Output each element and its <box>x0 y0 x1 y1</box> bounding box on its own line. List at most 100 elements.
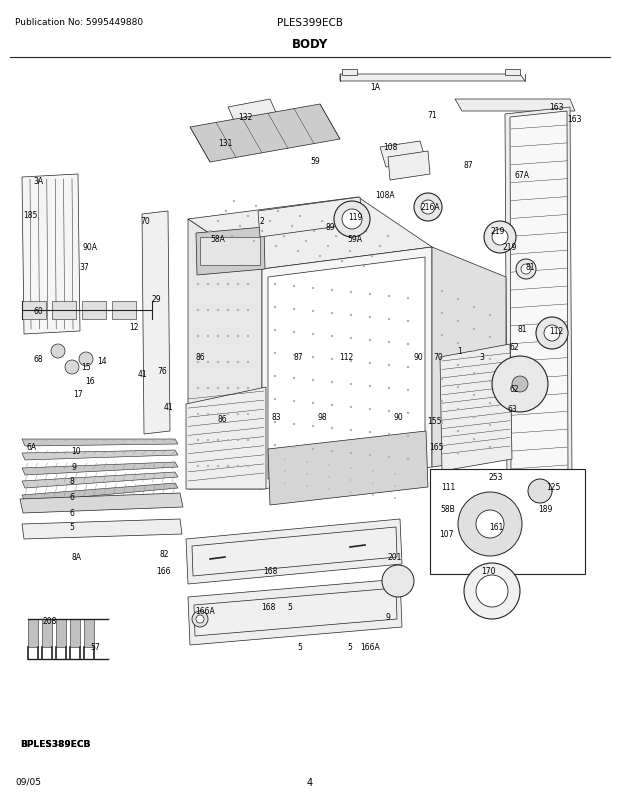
Polygon shape <box>268 257 425 480</box>
Circle shape <box>382 565 414 597</box>
Circle shape <box>274 283 276 286</box>
Circle shape <box>350 468 352 469</box>
Circle shape <box>331 404 333 407</box>
Circle shape <box>274 352 276 354</box>
Text: 41: 41 <box>137 370 147 379</box>
Circle shape <box>457 430 459 432</box>
Text: 108A: 108A <box>375 190 395 199</box>
Circle shape <box>457 364 459 367</box>
Text: 2: 2 <box>260 217 264 226</box>
Circle shape <box>356 241 359 243</box>
Text: 68: 68 <box>33 355 43 364</box>
Polygon shape <box>388 152 430 180</box>
Circle shape <box>274 330 276 332</box>
Polygon shape <box>194 588 397 636</box>
Text: 170: 170 <box>480 567 495 576</box>
Text: 6A: 6A <box>27 443 37 452</box>
Text: 86: 86 <box>217 415 227 424</box>
Text: PLES399ECB: PLES399ECB <box>277 18 343 28</box>
Text: 83: 83 <box>271 413 281 422</box>
Circle shape <box>341 261 343 263</box>
Circle shape <box>414 194 442 221</box>
Circle shape <box>350 429 352 431</box>
Polygon shape <box>505 107 572 488</box>
Circle shape <box>247 310 249 312</box>
Text: 89: 89 <box>325 223 335 233</box>
Text: 8A: 8A <box>71 553 81 561</box>
Text: 185: 185 <box>23 210 37 219</box>
Circle shape <box>371 256 373 258</box>
Circle shape <box>369 431 371 434</box>
Circle shape <box>283 236 285 238</box>
Circle shape <box>227 465 229 468</box>
Circle shape <box>227 362 229 364</box>
Circle shape <box>369 385 371 387</box>
Polygon shape <box>22 484 178 502</box>
Circle shape <box>232 200 235 203</box>
Circle shape <box>512 376 528 392</box>
Circle shape <box>489 380 491 383</box>
Text: 163: 163 <box>549 103 563 112</box>
Circle shape <box>350 492 352 493</box>
Text: 15: 15 <box>81 363 91 372</box>
Text: 70: 70 <box>140 217 150 226</box>
Text: 4: 4 <box>307 777 313 787</box>
Circle shape <box>516 260 536 280</box>
Polygon shape <box>258 198 362 237</box>
Circle shape <box>350 452 352 455</box>
Circle shape <box>197 362 199 364</box>
Text: 37: 37 <box>79 263 89 272</box>
Text: 9: 9 <box>71 463 76 472</box>
Circle shape <box>321 221 323 223</box>
Circle shape <box>207 310 209 312</box>
Circle shape <box>457 321 459 322</box>
Text: 58A: 58A <box>211 235 226 244</box>
Circle shape <box>237 387 239 390</box>
Circle shape <box>227 335 229 338</box>
Circle shape <box>274 444 276 447</box>
Bar <box>342 70 357 76</box>
Text: 62: 62 <box>509 343 519 352</box>
Circle shape <box>328 488 330 490</box>
Circle shape <box>441 334 443 337</box>
Text: 59A: 59A <box>347 235 363 244</box>
Circle shape <box>247 413 249 415</box>
Polygon shape <box>192 528 397 577</box>
Circle shape <box>237 310 239 312</box>
Circle shape <box>528 480 552 504</box>
Circle shape <box>312 356 314 358</box>
Circle shape <box>489 403 491 405</box>
Polygon shape <box>70 619 80 647</box>
Circle shape <box>284 459 286 460</box>
Circle shape <box>197 465 199 468</box>
Circle shape <box>441 313 443 315</box>
Circle shape <box>387 236 389 238</box>
Text: 3A: 3A <box>33 177 43 186</box>
Circle shape <box>328 464 330 467</box>
Text: 14: 14 <box>97 357 107 366</box>
Text: 5: 5 <box>69 523 74 532</box>
Polygon shape <box>22 175 80 334</box>
Text: 166A: 166A <box>195 607 215 616</box>
Circle shape <box>293 354 295 357</box>
Text: 219: 219 <box>491 227 505 237</box>
Circle shape <box>407 389 409 391</box>
Circle shape <box>247 335 249 338</box>
Circle shape <box>274 399 276 401</box>
Text: 6: 6 <box>69 508 74 518</box>
Circle shape <box>369 317 371 319</box>
Circle shape <box>489 314 491 317</box>
Circle shape <box>407 412 409 415</box>
Circle shape <box>217 439 219 442</box>
Circle shape <box>331 450 333 452</box>
Polygon shape <box>22 463 178 476</box>
Circle shape <box>343 225 345 228</box>
Circle shape <box>379 245 381 248</box>
Circle shape <box>473 395 475 397</box>
Circle shape <box>293 400 295 403</box>
Circle shape <box>369 454 371 456</box>
Circle shape <box>473 372 475 375</box>
Circle shape <box>441 444 443 447</box>
Circle shape <box>207 439 209 442</box>
Text: 70: 70 <box>433 353 443 362</box>
